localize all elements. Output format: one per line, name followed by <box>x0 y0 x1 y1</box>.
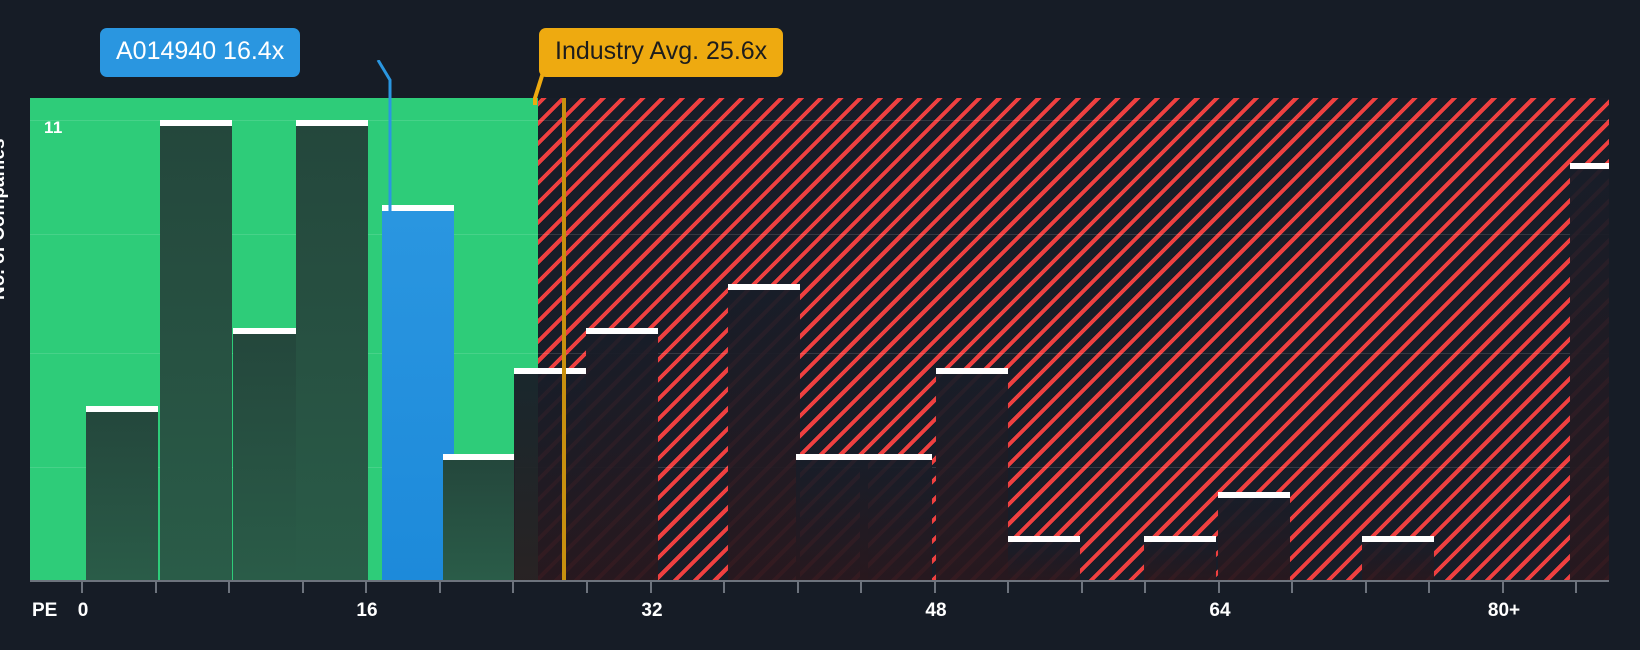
y-axis-title: No. of Companies <box>0 138 9 300</box>
bar-body <box>1008 542 1080 580</box>
bar-body <box>728 290 800 580</box>
gridline-11 <box>30 120 1609 121</box>
axis-tick <box>860 582 862 593</box>
bar-cap <box>160 120 232 126</box>
bar-body <box>1218 498 1290 580</box>
x-tick-label-16: 16 <box>356 600 378 621</box>
axis-tick <box>228 582 230 593</box>
table-row[interactable] <box>160 120 232 580</box>
bar-body <box>443 460 515 580</box>
company-callout-label[interactable]: A014940 16.4x <box>100 28 301 77</box>
bar-body <box>160 126 232 580</box>
table-row[interactable] <box>586 328 658 580</box>
axis-tick <box>302 582 304 593</box>
x-tick-label-32: 32 <box>641 600 663 621</box>
x-tick-label-80: 80+ <box>1487 600 1521 621</box>
bar-body <box>296 126 368 580</box>
bar-cap <box>86 406 158 412</box>
axis-tick <box>1575 582 1577 593</box>
bar-cap <box>382 205 454 211</box>
table-row[interactable] <box>1008 536 1080 580</box>
bar-cap <box>796 454 868 460</box>
axis-tick <box>1428 582 1430 593</box>
plot-area <box>30 98 1609 580</box>
bar-body <box>1362 542 1434 580</box>
table-row[interactable] <box>860 454 932 580</box>
table-row[interactable] <box>296 120 368 580</box>
table-row[interactable] <box>514 368 586 580</box>
gridline-8 <box>30 234 1609 235</box>
table-row[interactable] <box>796 454 868 580</box>
axis-tick <box>723 582 725 593</box>
bar-body <box>860 460 932 580</box>
axis-tick <box>365 582 367 593</box>
axis-tick <box>1007 582 1009 593</box>
x-tick-label-0: 0 <box>77 600 89 621</box>
table-row[interactable] <box>728 284 800 580</box>
table-row[interactable] <box>443 454 515 580</box>
axis-tick <box>512 582 514 593</box>
table-row[interactable] <box>1218 492 1290 580</box>
bar-body <box>233 334 305 580</box>
bar-body <box>86 412 158 580</box>
overvalued-red-hatched-zone <box>538 98 1609 580</box>
axis-tick <box>155 582 157 593</box>
bar-body <box>514 374 586 580</box>
axis-tick <box>797 582 799 593</box>
x-axis-title: PE <box>32 600 58 621</box>
bar-body <box>936 374 1008 580</box>
bar-body <box>586 334 658 580</box>
company-callout-connector <box>376 60 392 215</box>
company-bar-a014940[interactable] <box>382 205 454 580</box>
bar-cap <box>1144 536 1216 542</box>
axis-tick <box>1365 582 1367 593</box>
table-row[interactable] <box>86 406 158 580</box>
bar-cap <box>514 368 586 374</box>
gridline-5 <box>30 353 1609 354</box>
axis-tick <box>934 582 936 593</box>
x-tick-label-48: 48 <box>925 600 947 621</box>
y-axis-max-label: 11 <box>44 118 63 137</box>
industry-average-callout-label[interactable]: Industry Avg. 25.6x <box>539 28 784 77</box>
bar-cap <box>233 328 305 334</box>
bar-body <box>1144 542 1216 580</box>
bar-cap <box>728 284 800 290</box>
axis-tick <box>439 582 441 593</box>
axis-tick <box>81 582 83 593</box>
axis-tick <box>1502 582 1504 593</box>
table-row[interactable] <box>1144 536 1216 580</box>
bar-cap <box>1570 163 1609 169</box>
bar-body <box>796 460 868 580</box>
bar-cap <box>586 328 658 334</box>
bar-cap <box>936 368 1008 374</box>
bar-cap <box>443 454 515 460</box>
x-tick-label-64: 64 <box>1209 600 1231 621</box>
axis-tick <box>1144 582 1146 593</box>
bar-cap <box>860 454 932 460</box>
axis-tick <box>1218 582 1220 593</box>
table-row[interactable] <box>936 368 1008 580</box>
table-row[interactable] <box>233 328 305 580</box>
bar-body <box>1570 169 1609 580</box>
industry-average-line <box>562 98 566 580</box>
axis-tick <box>1291 582 1293 593</box>
axis-tick <box>1081 582 1083 593</box>
x-axis-line <box>30 580 1609 582</box>
table-row[interactable] <box>1570 163 1609 580</box>
bar-cap <box>1008 536 1080 542</box>
bar-cap <box>1362 536 1434 542</box>
axis-tick <box>586 582 588 593</box>
axis-tick <box>650 582 652 593</box>
bar-cap <box>1218 492 1290 498</box>
bar-cap <box>296 120 368 126</box>
table-row[interactable] <box>1362 536 1434 580</box>
bar-body <box>382 211 454 580</box>
